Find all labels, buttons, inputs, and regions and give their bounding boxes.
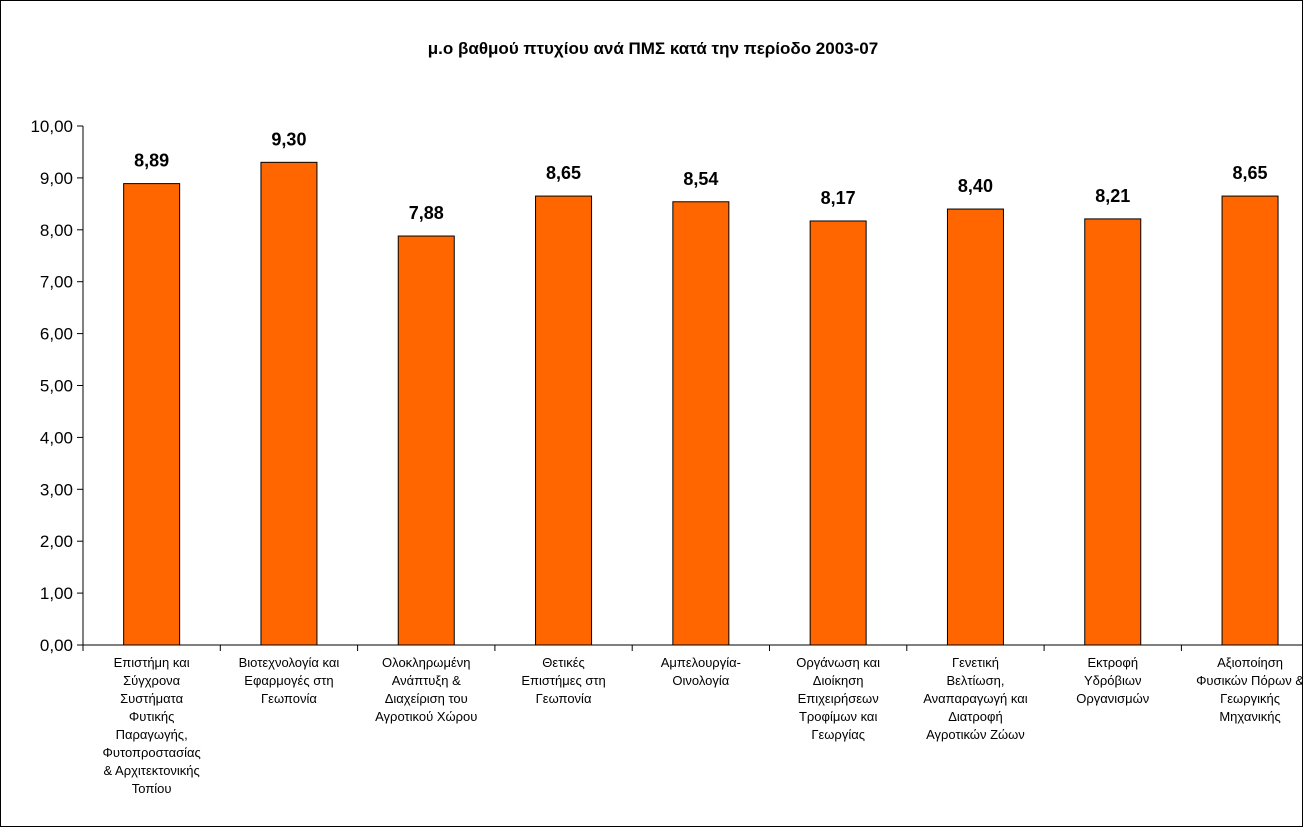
x-tick-label-line: Αναπαραγωγή και: [923, 691, 1028, 706]
x-tick-label-line: Οργανισμών: [1076, 691, 1149, 706]
y-tick-label: 6,00: [40, 325, 73, 344]
x-tick-label-line: Φυτικής: [129, 709, 175, 724]
x-tick-label-line: Γεωπονία: [261, 691, 317, 706]
x-tick-label-line: Τοπίου: [132, 781, 172, 796]
x-tick-label-line: Αμπελουργία-: [661, 655, 741, 670]
x-tick-label-line: Βελτίωση,: [946, 673, 1004, 688]
x-tick-label: Οργάνωση και Διοίκηση Επιχειρήσεων Τροφίμων…: [796, 655, 880, 742]
bar: [1221, 195, 1279, 646]
x-tick-label: Επιστήμη και Σύγχρονα Συστήματα Φυτικής Παρα…: [103, 655, 201, 796]
data-label: 8,65: [1233, 163, 1268, 183]
data-label: 9,30: [271, 129, 306, 149]
y-axis: 0,00 1,00 2,00 3,00 4,00 5,00 6,00 7,00 8,00 9,00…: [30, 117, 84, 655]
y-tick-label: 10,00: [30, 117, 73, 136]
bar: [946, 208, 1004, 646]
data-label: 8,65: [546, 163, 581, 183]
x-tick-label-line: & Αρχιτεκτονικής: [103, 763, 199, 778]
x-tick-label: Γενετική Βελτίωση, Αναπαραγωγή και Διατροφή…: [923, 655, 1028, 742]
x-tick-label-line: Διατροφή: [948, 709, 1003, 724]
y-tick-label: 0,00: [40, 636, 73, 655]
x-tick-label-line: Βιοτεχνολογία και: [239, 655, 340, 670]
x-tick-label-line: Αγροτικού Χώρου: [375, 709, 477, 724]
x-tick-label-line: Οινολογία: [672, 673, 729, 688]
x-tick-label: Θετικές Επιστήμες στη Γεωπονία: [521, 655, 605, 706]
x-tick-label-line: Γεωργικής: [1220, 691, 1280, 706]
bar: [809, 220, 867, 646]
bar: [672, 201, 730, 646]
x-tick-label-line: Αγροτικών Ζώων: [926, 727, 1025, 742]
bar: [535, 195, 593, 646]
data-label: 8,40: [958, 176, 993, 196]
x-tick-label-line: Επιστήμες στη: [521, 673, 605, 688]
y-tick-label: 9,00: [40, 169, 73, 188]
data-label: 8,89: [134, 151, 169, 171]
x-axis: Επιστήμη και Σύγχρονα Συστήματα Φυτικής Παρα…: [82, 644, 1303, 796]
bar: [397, 235, 455, 646]
x-tick-label: Ολοκληρωμένη Ανάπτυξη & Διαχείριση του Αγρο…: [375, 655, 477, 724]
x-tick-label: Βιοτεχνολογία και Εφαρμογές στη Γεωπονία: [239, 655, 340, 706]
bar: [260, 161, 318, 646]
x-tick-label-line: Ολοκληρωμένη: [382, 655, 470, 670]
x-tick-label-line: Ανάπτυξη &: [392, 673, 461, 688]
x-tick-label-line: Γεωργίας: [811, 727, 865, 742]
data-label: 8,17: [821, 188, 856, 208]
x-tick-label: Αμπελουργία- Οινολογία: [661, 655, 741, 688]
y-tick-label: 3,00: [40, 480, 73, 499]
y-tick-label: 8,00: [40, 221, 73, 240]
bar: [1084, 218, 1142, 646]
x-tick-label-line: Φυτοπροστασίας: [103, 745, 201, 760]
x-tick-label-line: Εφαρμογές στη: [244, 673, 333, 688]
x-tick-label-line: Συστήματα: [120, 691, 183, 706]
y-tick-label: 5,00: [40, 377, 73, 396]
data-labels: 8,89 9,30 7,88 8,65 8,54 8,17 8,40 8,21 8,65: [134, 129, 1267, 223]
data-label: 7,88: [409, 203, 444, 223]
x-tick-label-line: Επιστήμη και: [114, 655, 190, 670]
data-label: 8,54: [683, 169, 718, 189]
x-tick-label-line: Μηχανικής: [1219, 709, 1280, 724]
y-tick-label: 2,00: [40, 532, 73, 551]
x-tick-label-line: Τροφίμων και: [799, 709, 877, 724]
x-tick-label-line: Αξιοποίηση: [1217, 655, 1283, 670]
chart-title: μ.ο βαθμού πτυχίου ανά ΠΜΣ κατά την περί…: [428, 39, 878, 58]
x-tick-label: Αξιοποίηση Φυσικών Πόρων & Γεωργικής Μηχανι…: [1196, 655, 1303, 724]
x-tick-label-line: Γενετική: [952, 655, 999, 670]
bar: [123, 183, 181, 646]
x-tick-label: Εκτροφή Υδρόβιων Οργανισμών: [1076, 655, 1149, 706]
x-tick-label-line: Εκτροφή: [1087, 655, 1138, 670]
x-tick-label-line: Παραγωγής,: [116, 727, 188, 742]
x-tick-label-line: Διοίκηση: [813, 673, 864, 688]
y-tick-label: 7,00: [40, 273, 73, 292]
x-tick-label-line: Σύγχρονα: [123, 673, 181, 688]
x-tick-label-line: Υδρόβιων: [1084, 673, 1142, 688]
y-tick-label: 1,00: [40, 584, 73, 603]
bars: [123, 161, 1279, 646]
y-tick-label: 4,00: [40, 428, 73, 447]
data-label: 8,21: [1095, 186, 1130, 206]
x-tick-label-line: Γεωπονία: [536, 691, 592, 706]
x-tick-label-line: Φυσικών Πόρων &: [1196, 673, 1303, 688]
x-tick-label-line: Θετικές: [542, 655, 585, 670]
x-tick-label-line: Οργάνωση και: [796, 655, 880, 670]
x-tick-label-line: Διαχείριση του: [385, 691, 468, 706]
x-tick-label-line: Επιχειρήσεων: [798, 691, 879, 706]
